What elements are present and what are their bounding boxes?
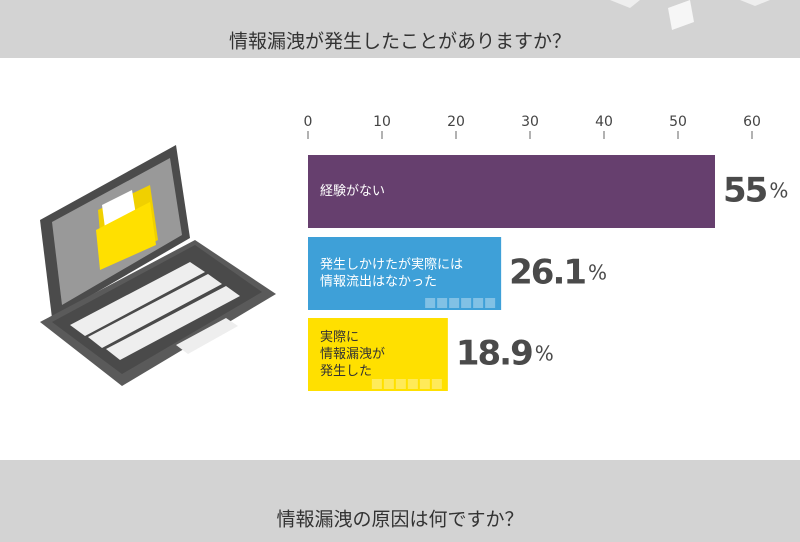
pixel [449, 298, 460, 308]
category-label: 情報流出はなかった [320, 275, 437, 290]
value-label: 55% [723, 170, 787, 210]
pixel [395, 379, 406, 389]
x-tick-label: 50 [669, 114, 687, 130]
pixel [473, 298, 484, 308]
category-label: 情報漏洩が [320, 346, 385, 362]
pixel [485, 298, 496, 308]
pixel-decor [371, 379, 442, 389]
pixel [371, 379, 382, 389]
bar [308, 318, 448, 391]
category-label: 発生した [320, 364, 372, 379]
value-label: 26.1% [509, 252, 606, 292]
pixel [431, 379, 442, 389]
category-label: 経験がない [320, 184, 385, 199]
footer-band [0, 460, 800, 542]
pixel [437, 298, 448, 308]
pixel [383, 379, 394, 389]
bar [308, 155, 715, 228]
x-tick-label: 10 [373, 114, 391, 130]
bar [308, 237, 502, 310]
category-label: 発生しかけたが実際には [320, 257, 463, 273]
x-tick-label: 30 [521, 114, 539, 130]
header-title: 情報漏洩が発生したことがありますか？ [229, 31, 571, 53]
plot: 0 10 20 30 40 50 60 経験がない 55 % 発生しかけたが実際には情報流出はなかっ… [304, 114, 789, 391]
laptop-illustration [40, 145, 276, 386]
x-tick-label: 20 [447, 114, 465, 130]
x-tick-label: 60 [743, 114, 761, 130]
header-band [0, 0, 800, 58]
footer-title: 情報漏洩の原因は何ですか？ [276, 509, 523, 531]
pixel-decor [425, 298, 496, 308]
decor-cubes [610, 0, 770, 30]
pixel [419, 379, 430, 389]
category-label: 実際に [320, 329, 359, 345]
x-tick-label: 40 [595, 114, 613, 130]
pixel [407, 379, 418, 389]
pixel [425, 298, 436, 308]
value-label: 18.9% [456, 333, 553, 373]
x-tick-label: 0 [304, 114, 313, 130]
pixel [461, 298, 472, 308]
